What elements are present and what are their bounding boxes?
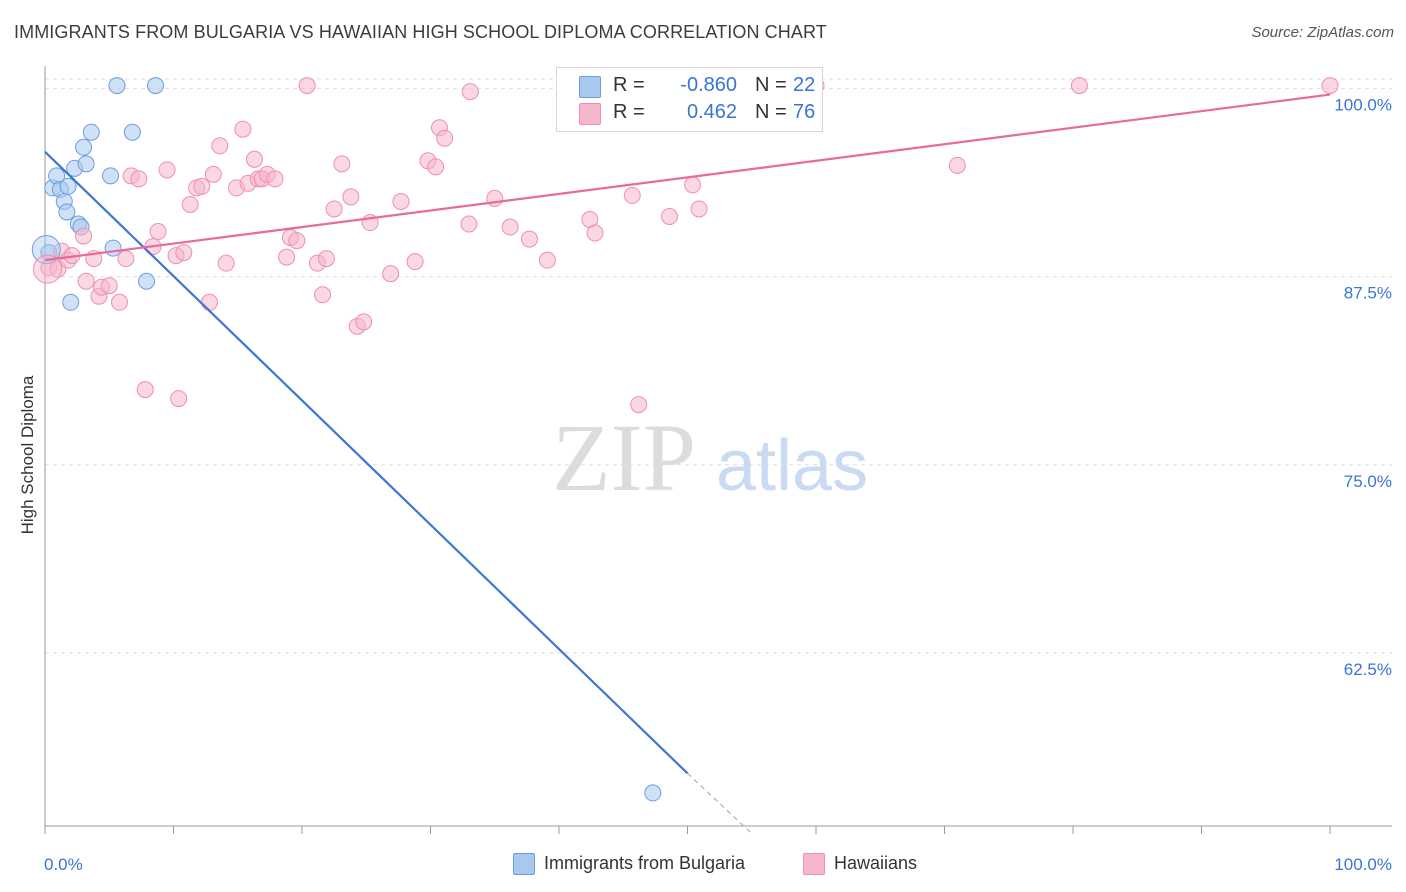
legend-r-label: R = bbox=[613, 101, 645, 123]
hawaiian-point bbox=[33, 254, 63, 284]
hawaiian-point bbox=[211, 137, 229, 155]
bulgaria-point bbox=[104, 239, 122, 257]
hawaiian-point bbox=[382, 265, 400, 283]
hawaiian-point bbox=[630, 396, 648, 414]
legend-n-value: 76 bbox=[793, 101, 816, 123]
hawaiians-legend-swatch bbox=[803, 853, 825, 875]
hawaiian-point bbox=[1321, 77, 1339, 95]
hawaiian-point bbox=[586, 224, 604, 242]
x-tick-label: 0.0% bbox=[44, 855, 83, 874]
legend-r-value: -0.860 bbox=[680, 74, 737, 96]
bulgaria-trend-extension bbox=[687, 772, 753, 834]
hawaiian-point bbox=[245, 150, 263, 168]
bulgaria-point bbox=[82, 123, 100, 141]
axis-layer bbox=[44, 66, 1392, 834]
hawaiian-point bbox=[278, 248, 296, 266]
grid-layer bbox=[45, 78, 1392, 654]
legend-label-hawaiians: Hawaiians bbox=[834, 853, 918, 873]
hawaiian-trend-line bbox=[44, 93, 1331, 262]
y-tick-label: 100.0% bbox=[1334, 96, 1392, 115]
hawaiian-point bbox=[342, 188, 360, 206]
chart-title: IMMIGRANTS FROM BULGARIA VS HAWAIIAN HIG… bbox=[14, 22, 827, 42]
hawaiian-point bbox=[333, 155, 351, 173]
legend-label-bulgaria: Immigrants from Bulgaria bbox=[544, 853, 746, 873]
hawaiian-point bbox=[181, 195, 199, 213]
hawaiian-point bbox=[325, 200, 343, 218]
bulgaria-point bbox=[123, 123, 141, 141]
bulgaria-point bbox=[77, 155, 95, 173]
hawaiian-point bbox=[661, 207, 679, 225]
hawaiian-point bbox=[427, 158, 445, 176]
chart-source: Source: ZipAtlas.com bbox=[1251, 24, 1394, 41]
hawaiian-point bbox=[217, 254, 235, 272]
legend-n-label: N = bbox=[755, 101, 787, 123]
y-tick-label: 62.5% bbox=[1344, 660, 1392, 679]
bulgaria-point bbox=[644, 784, 662, 802]
points-layer bbox=[31, 77, 1339, 802]
hawaiian-point bbox=[486, 189, 504, 207]
hawaiian-point bbox=[77, 272, 95, 290]
hawaiian-point bbox=[538, 251, 556, 269]
hawaiian-point bbox=[355, 313, 373, 331]
bulgaria-legend-swatch bbox=[513, 853, 535, 875]
legend-r-value: 0.462 bbox=[686, 101, 737, 123]
bulgaria-point bbox=[138, 272, 156, 290]
hawaiian-point bbox=[170, 390, 188, 408]
hawaiian-point bbox=[75, 227, 93, 245]
hawaiian-point bbox=[623, 186, 641, 204]
correlation-legend: R = -0.860 N = 22 R = 0.462 N = 76 bbox=[556, 67, 823, 132]
hawaiian-point bbox=[690, 200, 708, 218]
hawaiian-point bbox=[100, 277, 118, 295]
watermark: ZIP atlas bbox=[552, 404, 868, 511]
hawaiian-point bbox=[948, 156, 966, 174]
hawaiian-point bbox=[406, 253, 424, 271]
bulgaria-point bbox=[102, 167, 120, 185]
bulgaria-trend-line bbox=[44, 150, 689, 775]
y-tick-label: 87.5% bbox=[1344, 284, 1392, 303]
hawaiian-point bbox=[193, 177, 211, 195]
legend-n-label: N = bbox=[755, 74, 787, 96]
hawaiian-point bbox=[317, 250, 335, 268]
hawaiian-point bbox=[684, 176, 702, 194]
hawaiian-point bbox=[117, 250, 135, 268]
tick-label-layer: 100.0% 87.5% 75.0% 62.5% 0.0% 100.0% bbox=[44, 96, 1392, 874]
hawaiian-point bbox=[520, 230, 538, 248]
hawaiian-point bbox=[136, 381, 154, 399]
hawaiian-point bbox=[149, 223, 167, 241]
hawaiian-point bbox=[204, 165, 222, 183]
hawaiian-point bbox=[175, 244, 193, 262]
legend-n-value: 22 bbox=[793, 74, 816, 96]
hawaiian-point bbox=[158, 161, 176, 179]
bulgaria-point bbox=[59, 177, 77, 195]
hawaiian-point bbox=[392, 192, 410, 210]
hawaiian-point bbox=[436, 129, 454, 147]
hawaiian-point bbox=[298, 77, 316, 95]
bulgaria-point bbox=[147, 77, 165, 95]
hawaiian-point bbox=[1070, 77, 1088, 95]
hawaiian-point bbox=[314, 286, 332, 304]
hawaiians-swatch bbox=[579, 103, 601, 125]
trend-layer bbox=[44, 93, 1331, 834]
bulgaria-swatch bbox=[579, 76, 601, 98]
watermark-zip: ZIP bbox=[552, 404, 696, 511]
hawaiian-point bbox=[460, 215, 478, 233]
hawaiian-point bbox=[461, 83, 479, 101]
hawaiian-point bbox=[266, 170, 284, 188]
legend-r-label: R = bbox=[613, 74, 645, 96]
bulgaria-point bbox=[58, 203, 76, 221]
y-tick-label: 75.0% bbox=[1344, 472, 1392, 491]
bulgaria-point bbox=[108, 77, 126, 95]
hawaiian-point bbox=[200, 293, 218, 311]
watermark-atlas: atlas bbox=[716, 426, 868, 506]
hawaiian-point bbox=[130, 170, 148, 188]
hawaiian-point bbox=[234, 120, 252, 138]
hawaiian-point bbox=[501, 218, 519, 236]
bulgaria-point bbox=[62, 293, 80, 311]
bulgaria-point bbox=[75, 138, 93, 156]
hawaiian-point bbox=[288, 232, 306, 250]
hawaiian-point bbox=[111, 293, 129, 311]
x-tick-label: 100.0% bbox=[1334, 855, 1392, 874]
